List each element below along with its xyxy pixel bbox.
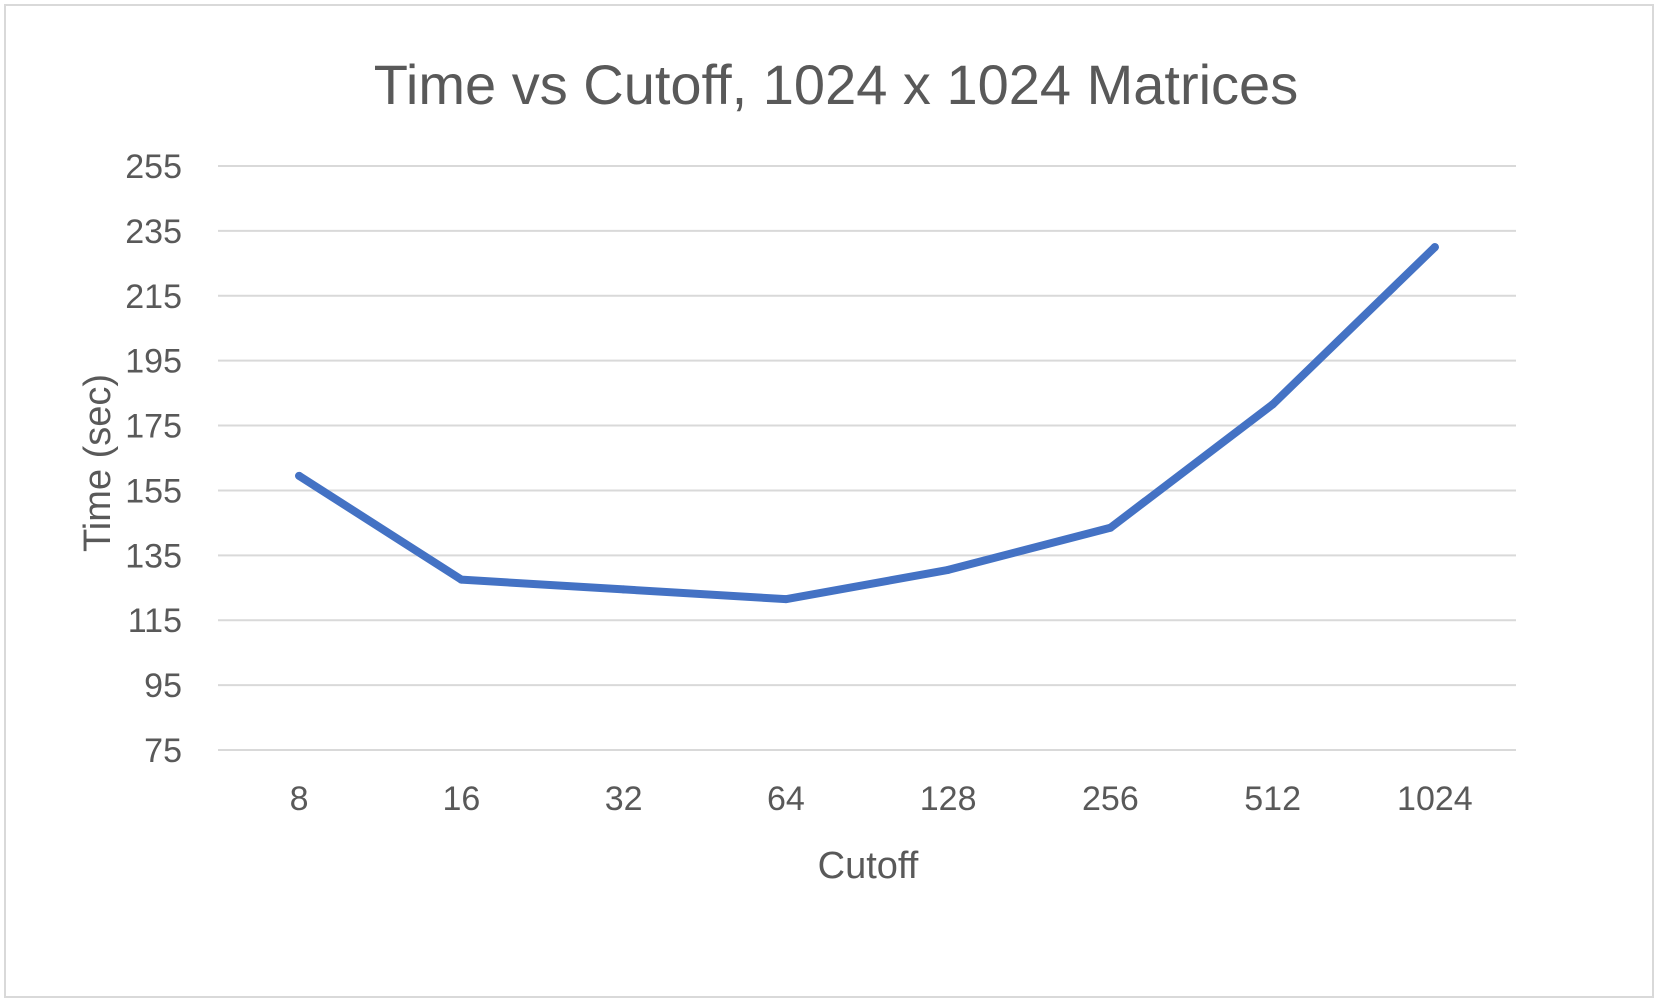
data-point xyxy=(1268,400,1277,409)
y-axis-ticks: 255 235 215 195 175 155 135 115 95 75 xyxy=(125,148,182,770)
data-point xyxy=(1430,243,1439,252)
line-chart: Time vs Cutoff, 1024 x 1024 Matrices 255… xyxy=(77,53,1516,887)
chart-frame: Time vs Cutoff, 1024 x 1024 Matrices 255… xyxy=(4,4,1654,998)
x-axis-title: Cutoff xyxy=(818,845,919,887)
y-tick-label: 135 xyxy=(125,537,182,575)
data-point xyxy=(1106,523,1115,532)
y-tick-label: 235 xyxy=(125,213,182,251)
data-point xyxy=(944,565,953,574)
chart-title: Time vs Cutoff, 1024 x 1024 Matrices xyxy=(374,53,1298,116)
x-tick-label: 32 xyxy=(605,780,643,818)
data-point xyxy=(295,471,304,480)
y-tick-label: 75 xyxy=(144,732,182,770)
y-tick-label: 95 xyxy=(144,667,182,705)
y-tick-label: 195 xyxy=(125,343,182,381)
x-tick-label: 16 xyxy=(442,780,480,818)
y-tick-label: 115 xyxy=(128,602,182,640)
data-point xyxy=(457,575,466,584)
y-axis-title: Time (sec) xyxy=(77,374,119,552)
data-point xyxy=(619,585,628,594)
data-point xyxy=(781,595,790,604)
series-layer xyxy=(295,243,1439,604)
x-axis-ticks: 8 16 32 64 128 256 512 1024 xyxy=(290,780,1473,818)
y-tick-label: 215 xyxy=(125,278,182,316)
series-line xyxy=(295,243,1439,604)
x-tick-label: 1024 xyxy=(1397,780,1473,818)
x-tick-label: 8 xyxy=(290,780,309,818)
y-tick-label: 155 xyxy=(125,472,182,510)
y-tick-label: 175 xyxy=(125,408,182,446)
y-tick-label: 255 xyxy=(125,148,182,186)
x-tick-label: 128 xyxy=(920,780,977,818)
x-tick-label: 256 xyxy=(1082,780,1139,818)
gridlines xyxy=(218,165,1516,751)
x-tick-label: 64 xyxy=(767,780,805,818)
x-tick-label: 512 xyxy=(1244,780,1301,818)
